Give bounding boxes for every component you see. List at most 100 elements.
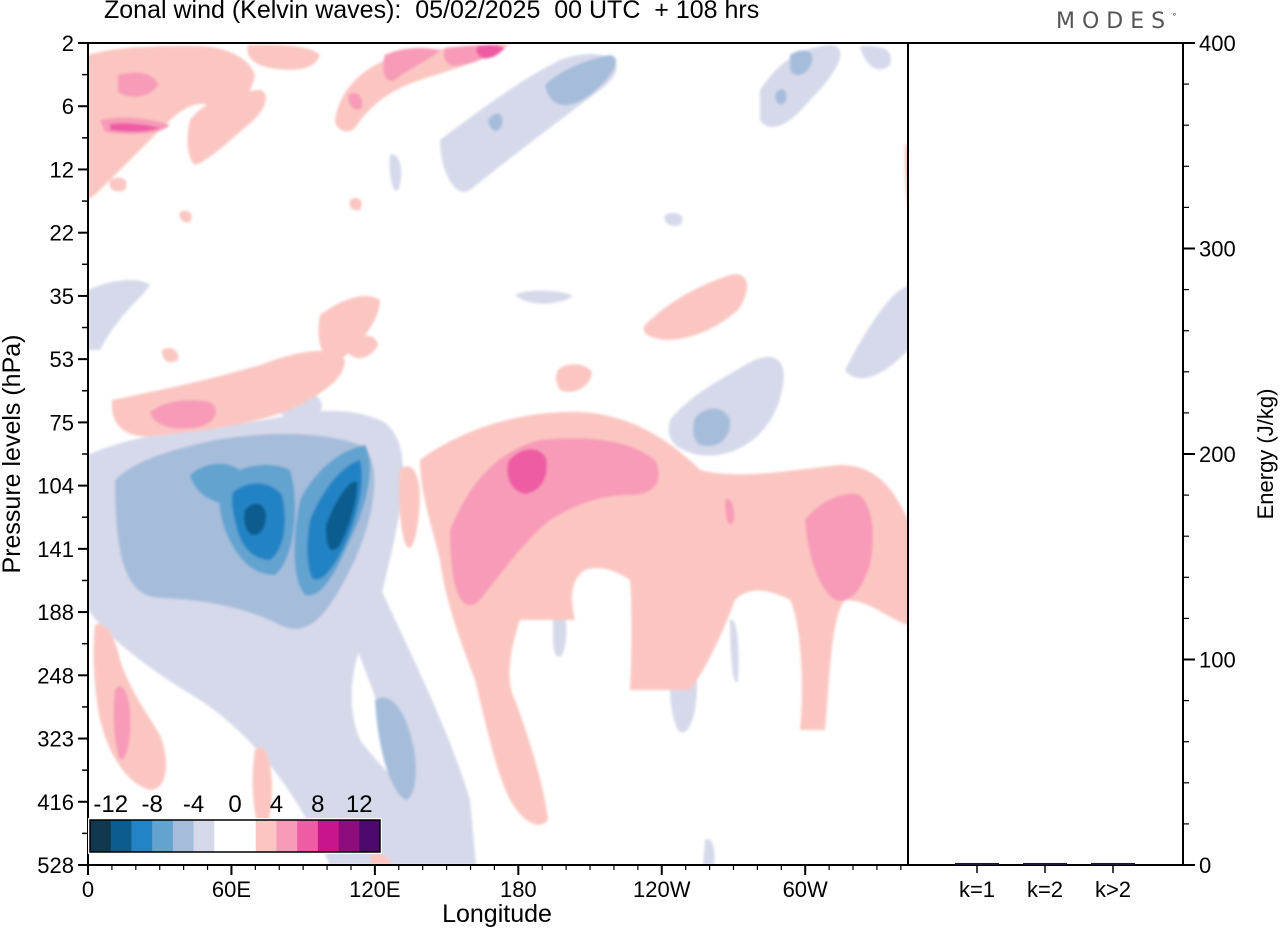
energy-tick-label: 100 <box>1199 648 1236 673</box>
y-tick-label: 35 <box>50 284 74 309</box>
chart-title: Zonal wind (Kelvin waves): 05/02/2025 00… <box>104 0 760 24</box>
colorbar-label: -8 <box>141 791 162 818</box>
neg-region <box>375 697 416 800</box>
neg-region <box>668 357 784 456</box>
colorbar-swatch <box>235 820 257 852</box>
colorbar-label: -4 <box>183 791 204 818</box>
neg-region <box>790 50 813 76</box>
colorbar-label: 4 <box>270 791 283 818</box>
y-tick-label: 22 <box>50 221 74 246</box>
colorbar-swatch <box>152 820 174 852</box>
energy-axis-label: Energy (J/kg) <box>1253 389 1278 520</box>
neg-region <box>730 619 739 683</box>
pos-region <box>450 438 659 606</box>
energy-category-label: k=1 <box>959 877 995 902</box>
pos-region <box>383 47 440 81</box>
colorbar-swatch <box>131 820 153 852</box>
pos-region <box>476 44 505 59</box>
neg-region <box>325 481 358 551</box>
colorbar-swatch <box>276 820 298 852</box>
pos-region <box>335 44 510 132</box>
colorbar-label: 8 <box>311 791 324 818</box>
pos-region <box>113 686 131 760</box>
x-tick-label: 180 <box>500 877 537 902</box>
pos-region <box>252 747 272 829</box>
neg-region <box>545 55 617 106</box>
pos-region <box>118 72 158 97</box>
pos-region <box>150 400 216 429</box>
contour-field <box>88 44 908 865</box>
energy-bars: k=1 k=2 k>2 <box>955 862 1135 902</box>
x-tick-label: 60W <box>783 877 828 902</box>
neg-region <box>389 154 402 191</box>
pos-region <box>318 295 380 361</box>
y-axis-label: Pressure levels (hPa) <box>0 335 26 574</box>
pos-region <box>399 466 420 548</box>
x-axis-label: Longitude <box>442 900 552 928</box>
pos-region <box>507 449 547 494</box>
neg-region <box>775 88 787 105</box>
y-tick-label: 248 <box>37 663 74 688</box>
pos-region <box>162 348 179 363</box>
brand-logo: MODES° <box>1056 9 1177 34</box>
pos-region <box>247 44 320 70</box>
neg-region <box>320 470 476 865</box>
colorbar-swatch <box>110 820 132 852</box>
colorbar-swatch <box>193 820 215 852</box>
energy-bar <box>955 862 999 865</box>
neg-region <box>244 503 266 536</box>
pos-region <box>110 123 160 132</box>
y-tick-label: 2 <box>62 31 74 56</box>
energy-category-label: k>2 <box>1095 877 1131 902</box>
pos-region <box>370 853 392 865</box>
colorbar-swatch <box>255 820 277 852</box>
neg-region <box>693 408 731 447</box>
colorbar-label: -12 <box>93 791 128 818</box>
y-axis: 2 6 12 22 35 53 75 104 141 188 248 323 416 528 <box>37 31 88 878</box>
brand-name: MODES <box>1056 9 1173 34</box>
pos-region <box>179 210 192 223</box>
y-tick-label: 53 <box>50 347 74 372</box>
colorbar-swatch <box>317 820 340 852</box>
colorbar: -12 -8 -4 0 4 8 12 <box>88 791 382 854</box>
neg-region <box>88 280 150 350</box>
x-tick-label: 120E <box>349 877 400 902</box>
y-tick-label: 323 <box>37 727 74 752</box>
colorbar-label: 12 <box>346 791 373 818</box>
colorbar-frame <box>89 819 381 853</box>
y-tick-label: 188 <box>37 600 74 625</box>
energy-panel-frame <box>907 42 1184 866</box>
neg-region <box>760 45 841 128</box>
colorbar-swatch <box>338 820 360 852</box>
colorbar-swatch <box>214 820 236 852</box>
energy-tick-label: 300 <box>1199 237 1236 262</box>
y-tick-label: 75 <box>50 410 74 435</box>
y-tick-label: 528 <box>37 853 74 878</box>
pos-region <box>349 198 362 211</box>
pos-region <box>187 90 266 165</box>
y-tick-label: 416 <box>37 790 74 815</box>
neg-region <box>515 290 573 304</box>
x-tick-label: 0 <box>82 877 94 902</box>
pos-region <box>643 274 748 340</box>
energy-bar <box>1091 862 1135 865</box>
colorbar-label: 0 <box>228 791 241 818</box>
pos-region <box>109 177 127 192</box>
energy-bar <box>1023 862 1067 865</box>
energy-tick-label: 200 <box>1199 442 1236 467</box>
energy-tick-label: 400 <box>1199 31 1236 56</box>
energy-tick-label: 0 <box>1199 853 1211 878</box>
pos-region <box>725 498 735 525</box>
y-tick-label: 12 <box>50 157 74 182</box>
pos-region <box>343 335 378 359</box>
colorbar-swatch <box>90 820 112 852</box>
neg-region <box>845 285 908 379</box>
pos-region <box>805 493 873 601</box>
energy-category-label: k=2 <box>1027 877 1063 902</box>
neg-region <box>664 213 683 226</box>
neg-region <box>703 839 715 865</box>
pos-region <box>348 93 363 110</box>
x-tick-label: 120W <box>633 877 691 902</box>
energy-axis: 0 100 200 300 400 <box>1183 31 1236 878</box>
